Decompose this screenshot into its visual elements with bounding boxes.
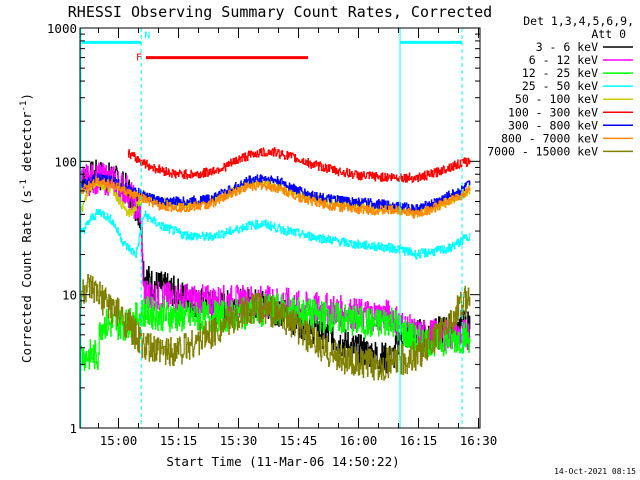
series-line-3 <box>79 209 471 260</box>
plot-frame <box>79 27 481 429</box>
x-tick-label-1: 15:15 <box>160 433 198 448</box>
y-tick-label-1: 10 <box>62 288 77 303</box>
y-tick-label-3: 1000 <box>47 21 77 36</box>
interval-layer: FN <box>80 28 463 428</box>
x-tick-label-0: 15:00 <box>100 433 138 448</box>
y-axis-label-end: ) <box>19 93 34 101</box>
interval-label-1: N <box>144 30 150 41</box>
y-tick-label-2: 100 <box>54 154 77 169</box>
legend-label-4: 50 - 100 keV <box>515 92 598 106</box>
legend-header-line-1: Det 1,3,4,5,6,9, <box>523 14 634 28</box>
legend-label-7: 800 - 7000 keV <box>501 131 598 145</box>
legend-label-0: 3 - 6 keV <box>536 40 598 54</box>
x-tick-label-5: 16:15 <box>400 433 438 448</box>
legend-label-2: 12 - 25 keV <box>522 66 598 80</box>
x-tick-label-2: 15:30 <box>220 433 258 448</box>
legend-label-5: 100 - 300 keV <box>508 105 598 119</box>
legend-label-8: 7000 - 15000 keV <box>487 144 598 158</box>
y-axis-label: Corrected Count Rate (s-1 detector-1) <box>19 93 34 363</box>
y-tick-label-0: 1 <box>69 421 77 436</box>
x-tick-label-4: 16:00 <box>340 433 378 448</box>
chart-title: RHESSI Observing Summary Count Rates, Co… <box>68 3 492 21</box>
series-line-5 <box>127 147 471 183</box>
series-line-7 <box>79 176 471 219</box>
interval-label-0: F <box>136 53 142 64</box>
y-axis-label-exp-2: -1 <box>19 101 29 112</box>
x-tick-label-3: 15:45 <box>280 433 318 448</box>
legend-header-line-2: Att 0 <box>591 27 626 41</box>
y-axis-label-mid: detector <box>19 111 34 179</box>
legend-label-3: 25 - 50 keV <box>522 79 598 93</box>
y-axis-label-exp-1: -1 <box>19 179 29 190</box>
x-axis-label: Start Time (11-Mar-06 14:50:22) <box>166 454 399 469</box>
y-axis-label-main: Corrected Count Rate (s <box>19 190 34 363</box>
legend-label-1: 6 - 12 keV <box>529 53 598 67</box>
series-layer <box>79 147 471 381</box>
legend-label-6: 300 - 800 keV <box>508 118 598 132</box>
x-tick-label-6: 16:30 <box>460 433 498 448</box>
series-line-8 <box>79 274 471 381</box>
axis-layer: 1 10 100 1000 15:00 15:15 15:30 15:45 16:00 16:15… <box>47 21 497 448</box>
generated-timestamp: 14-Oct-2021 08:15 <box>554 467 636 476</box>
